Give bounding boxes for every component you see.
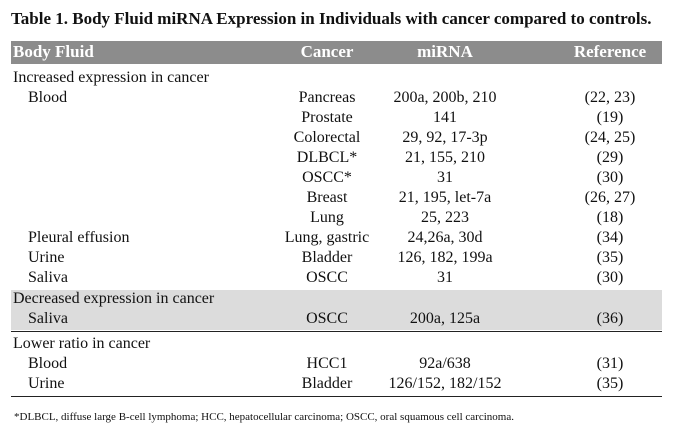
section-divider	[11, 331, 662, 332]
table-row: Breast 21, 195, let-7a (26, 27)	[306, 189, 636, 206]
header-reference: Reference	[573, 42, 647, 61]
table-row: DLBCL* 21, 155, 210 (29)	[296, 149, 624, 166]
table-footnote: *DLBCL, diffuse large B-cell lymphoma; H…	[14, 411, 514, 423]
section-title-lower: Lower ratio in cancer	[13, 335, 151, 352]
table-row: Saliva OSCC 200a, 125a (36)	[11, 310, 662, 330]
table-header-row: Body Fluid Cancer miRNA Reference	[11, 41, 662, 64]
table-row: Urine Bladder 126/152, 182/152 (35)	[28, 375, 624, 392]
table-row: OSCC* 31 (30)	[302, 169, 624, 186]
table-row: Blood HCC1 92a/638 (31)	[28, 355, 624, 372]
table-row: Saliva OSCC 31 (30)	[28, 269, 624, 286]
table-bottom-rule	[11, 396, 662, 397]
table-row: Colorectal 29, 92, 17-3p (24, 25)	[293, 129, 636, 146]
table-row: Urine Bladder 126, 182, 199a (35)	[28, 249, 624, 266]
table-row: Lung 25, 223 (18)	[310, 209, 624, 226]
header-body-fluid: Body Fluid	[13, 42, 94, 61]
table-row: Prostate 141 (19)	[301, 109, 624, 126]
section-title-increased: Increased expression in cancer	[13, 69, 209, 86]
table-row: Pleural effusion Lung, gastric 24,26a, 3…	[28, 229, 624, 246]
table-caption: Table 1. Body Fluid miRNA Expression in …	[11, 9, 652, 28]
header-cancer: Cancer	[300, 42, 354, 61]
section-title-decreased: Decreased expression in cancer	[11, 290, 662, 310]
header-mirna: miRNA	[417, 42, 473, 61]
table-row: Blood Pancreas 200a, 200b, 210 (22, 23)	[28, 89, 636, 106]
